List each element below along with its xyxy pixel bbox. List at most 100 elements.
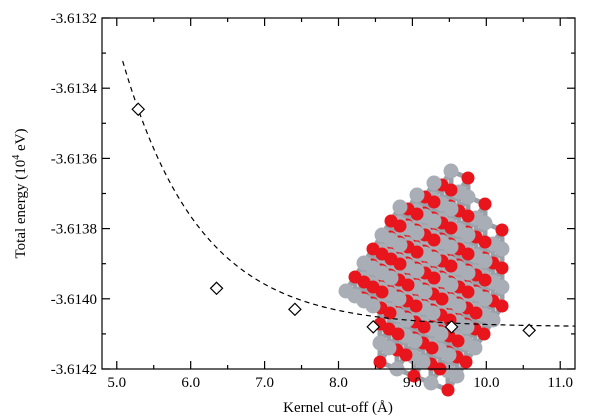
oxygen-atom (444, 183, 458, 197)
y-tick-label: -3.6140 (51, 292, 97, 308)
oxygen-atom (417, 320, 431, 334)
y-tick-label: -3.6134 (51, 81, 98, 97)
metal-atom (415, 354, 431, 370)
metal-atom (460, 227, 476, 243)
oxygen-atom (391, 327, 405, 341)
oxygen-atom (461, 209, 475, 223)
oxygen-atom (393, 257, 407, 271)
oxygen-atom (427, 195, 441, 209)
data-point-marker (444, 320, 459, 334)
data-point-marker (131, 102, 146, 117)
y-axis-title-main: Total energy (10 (13, 160, 29, 259)
metal-atom (477, 215, 493, 231)
oxygen-atom (407, 369, 421, 383)
metal-atom (443, 239, 459, 255)
oxygen-atom (373, 355, 387, 369)
oxygen-atom (461, 171, 475, 185)
oxygen-atom (393, 219, 407, 233)
metal-atom (365, 298, 381, 314)
fit-curve (122, 60, 576, 327)
metal-atom (425, 305, 441, 321)
x-tick-label: 8.0 (329, 375, 348, 391)
metal-atom (391, 291, 407, 307)
oxygen-atom (461, 247, 475, 261)
data-point-marker (209, 281, 224, 296)
metal-atom (423, 375, 439, 391)
y-axis-title-exponent: 4 (11, 155, 22, 160)
y-axis-title-unit: eV) (13, 129, 29, 155)
metal-atom (399, 312, 415, 328)
x-tick-label: 9.0 (403, 375, 422, 391)
metal-atom (443, 163, 459, 179)
metal-atom (459, 319, 475, 335)
y-tick-label: -3.6142 (51, 362, 97, 378)
oxygen-atom (444, 259, 458, 273)
x-tick-label: 11.0 (547, 375, 573, 391)
metal-atom (460, 265, 476, 281)
metal-atom (449, 368, 465, 384)
x-tick-label: 10.0 (473, 375, 499, 391)
metal-atom (477, 291, 493, 307)
oxygen-atom (410, 207, 424, 221)
x-tick-label: 5.0 (107, 375, 126, 391)
x-tick-label: 6.0 (181, 375, 200, 391)
oxygen-atom (495, 299, 509, 313)
metal-atom (383, 270, 399, 286)
oxygen-atom (427, 271, 441, 285)
metal-atom (407, 333, 423, 349)
oxygen-atom (469, 306, 483, 320)
y-axis-ticks: -3.6132 -3.6134 -3.6136 -3.6138 -3.6140 -3.61… (51, 11, 575, 378)
oxygen-atom (477, 327, 491, 341)
oxygen-atom (461, 285, 475, 299)
oxygen-atom (399, 348, 413, 362)
oxygen-atom (435, 292, 449, 306)
y-tick-label: -3.6132 (51, 11, 97, 27)
metal-atom (485, 312, 501, 328)
oxygen-atom (401, 278, 415, 292)
oxygen-atom (478, 273, 492, 287)
metal-atom (460, 189, 476, 205)
y-tick-label: -3.6136 (51, 151, 98, 167)
metal-atom (443, 277, 459, 293)
metal-atom (443, 201, 459, 217)
metal-atom (426, 213, 442, 229)
metal-atom (392, 199, 408, 215)
oxygen-atom (425, 341, 439, 355)
y-tick-label: -3.6138 (51, 222, 97, 238)
metal-atom (426, 175, 442, 191)
metal-atom (409, 263, 425, 279)
metal-atom (381, 340, 397, 356)
oxygen-atom (478, 235, 492, 249)
x-tick-label: 7.0 (255, 375, 274, 391)
metal-atom (467, 340, 483, 356)
metal-atom (477, 253, 493, 269)
oxygen-atom (409, 299, 423, 313)
metal-atom (409, 187, 425, 203)
oxygen-atom (410, 245, 424, 259)
data-point-marker (522, 323, 537, 338)
oxygen-atom (495, 223, 509, 237)
data-point-marker (366, 320, 381, 334)
data-markers (131, 102, 537, 338)
metal-atom (417, 284, 433, 300)
crystal-structure-inset (338, 163, 510, 397)
oxygen-atom (459, 355, 473, 369)
oxygen-atom (383, 306, 397, 320)
oxygen-atom (495, 261, 509, 275)
oxygen-atom (444, 221, 458, 235)
oxygen-atom (441, 383, 455, 397)
metal-atom (433, 326, 449, 342)
y-axis-title: Total energy (104 eV) (11, 129, 29, 259)
metal-atom (392, 237, 408, 253)
oxygen-atom (427, 233, 441, 247)
metal-atom (441, 347, 457, 363)
metal-atom (494, 241, 510, 257)
metal-atom (426, 251, 442, 267)
oxygen-atom (478, 197, 492, 211)
x-axis-title: Kernel cut-off (Å) (283, 400, 393, 416)
data-point-marker (288, 302, 302, 317)
oxygen-atom (451, 334, 465, 348)
metal-atom (494, 279, 510, 295)
metal-atom (451, 298, 467, 314)
